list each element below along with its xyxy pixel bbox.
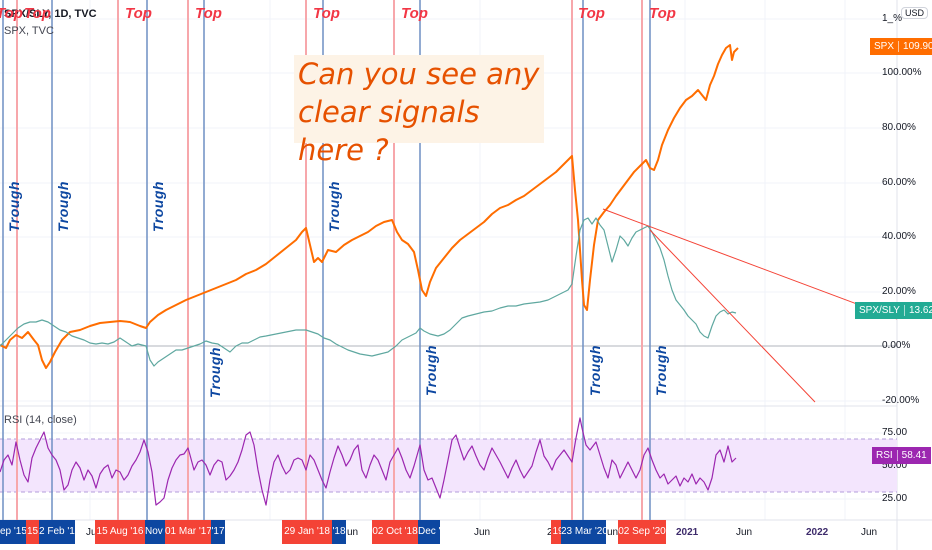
top-label: Top	[401, 5, 428, 22]
annotation-note[interactable]: Can you see any clear signals here ?	[294, 55, 544, 167]
price-axis-tick: 20.00%	[882, 286, 916, 297]
trend-line-upper[interactable]	[602, 208, 898, 320]
date-tag: '17	[211, 520, 225, 544]
date-tag: 2 Feb '16	[39, 520, 75, 544]
price-axis-tick: 60.00%	[882, 177, 916, 188]
spx-tag-value: 109.90%	[903, 41, 932, 52]
compare-series-legend[interactable]: SPX, TVC	[4, 25, 54, 37]
top-label: Top	[313, 5, 340, 22]
date-tag: 29 Jan '18	[282, 520, 332, 544]
trough-label: Trough	[55, 181, 71, 232]
rsi-band	[0, 439, 897, 492]
ratio-tag-name: SPX/SLY	[859, 305, 900, 316]
time-axis-label: un	[347, 527, 359, 538]
price-axis-tick: 0.00%	[882, 340, 911, 351]
price-axis-tick: -20.00%	[882, 395, 920, 406]
date-tag: Nov '16	[145, 520, 165, 544]
currency-button[interactable]: USD	[901, 7, 929, 19]
annotation-line-1: Can you see any	[298, 57, 540, 91]
grid	[0, 0, 897, 520]
date-tag: 02 Sep '20	[618, 520, 666, 544]
ratio-price-tag: SPX/SLY 13.62%	[855, 302, 932, 319]
spx-price-tag: SPX 109.90%	[870, 38, 932, 55]
main-series-legend[interactable]: SPX/SLY, 1D, TVC	[4, 8, 97, 20]
time-axis-label: 2021	[676, 527, 699, 538]
spx-tag-name: SPX	[874, 41, 895, 52]
date-tag: ep '15	[0, 520, 26, 544]
time-axis-label: 2022	[806, 527, 829, 538]
annotation-line-2: clear signals here ?	[298, 95, 480, 167]
time-axis-label: Ju	[86, 527, 97, 538]
trough-label: Trough	[653, 345, 669, 396]
date-tag: 15	[26, 520, 39, 544]
trough-label: Trough	[423, 345, 439, 396]
date-tag: 01 Mar '17	[165, 520, 211, 544]
trough-label: Trough	[207, 347, 223, 398]
time-axis-label: Jun	[736, 527, 753, 538]
date-tag: 02 Oct '18	[372, 520, 418, 544]
date-tag: Dec '18	[418, 520, 440, 544]
trough-label: Trough	[326, 181, 342, 232]
top-markers	[16, 0, 643, 520]
time-axis-label: un	[607, 527, 619, 538]
top-label: Top	[125, 5, 152, 22]
date-tag: '18	[332, 520, 346, 544]
top-label: Top	[578, 5, 605, 22]
trough-label: Trough	[6, 181, 22, 232]
rsi-tag-value: 58.41	[901, 450, 927, 461]
top-label: Top	[24, 5, 51, 22]
price-axis-tick: 40.00%	[882, 231, 916, 242]
spx-sly-series-line[interactable]	[0, 217, 737, 367]
time-axis-label: Jun	[861, 527, 878, 538]
trend-line-lower[interactable]	[649, 229, 816, 403]
date-tag: 15 Aug '16	[95, 520, 145, 544]
date-tag: 23 Mar '20	[561, 520, 606, 544]
top-label: Top	[649, 5, 676, 22]
trough-label: Trough	[587, 345, 603, 396]
rsi-line[interactable]	[0, 417, 737, 506]
top-label: Top	[195, 5, 222, 22]
price-axis-tick: 1_%	[882, 13, 903, 24]
rsi-tag-name: RSI	[876, 450, 893, 461]
trough-label: Trough	[150, 181, 166, 232]
rsi-axis-tick: 75.00	[882, 427, 908, 438]
rsi-axis-tick: 50.00	[882, 460, 908, 471]
rsi-legend[interactable]: RSI (14, close)	[4, 414, 77, 426]
time-axis-label: 2	[547, 527, 553, 538]
top-label: Top	[0, 5, 23, 22]
spx-series-line[interactable]	[0, 44, 739, 369]
ratio-tag-value: 13.62%	[908, 305, 932, 316]
price-axis-tick: 100.00%	[882, 67, 922, 78]
price-axis-tick: 80.00%	[882, 122, 916, 133]
time-axis-label: Jun	[474, 527, 491, 538]
rsi-axis-tick: 25.00	[882, 493, 908, 504]
rsi-price-tag: RSI 58.41	[872, 447, 931, 464]
